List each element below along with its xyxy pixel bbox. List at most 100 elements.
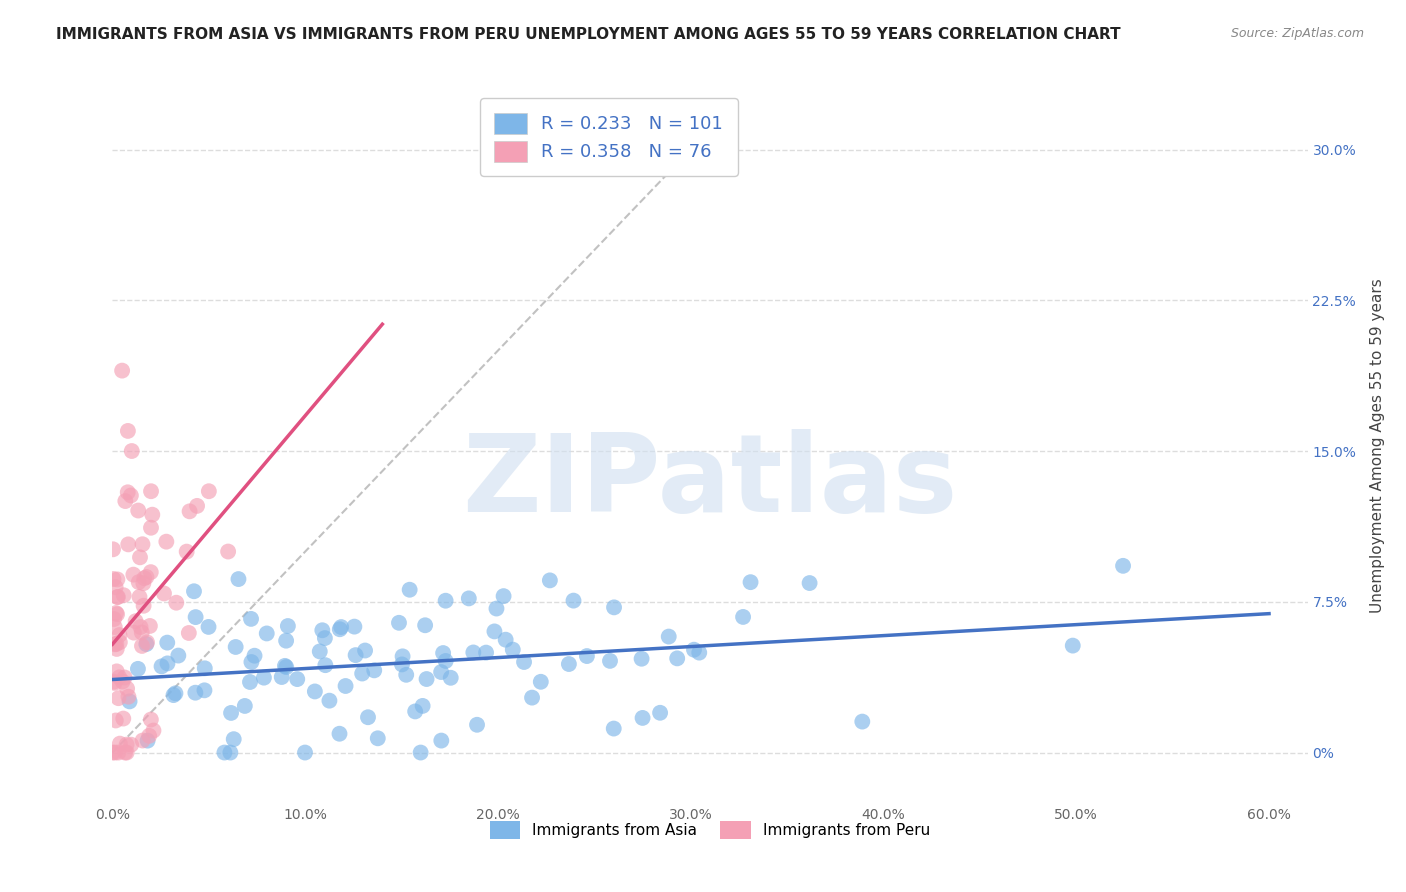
- Point: [277, 619, 299, 633]
- Point: [404, 705, 426, 719]
- Point: [328, 727, 350, 741]
- Point: [139, 619, 162, 633]
- Point: [115, 681, 138, 696]
- Point: [367, 731, 389, 746]
- Text: ZIPatlas: ZIPatlas: [463, 429, 957, 534]
- Point: [502, 642, 524, 657]
- Point: [184, 686, 207, 700]
- Point: [240, 655, 263, 669]
- Point: [276, 660, 298, 674]
- Point: [219, 746, 242, 760]
- Point: [108, 737, 131, 751]
- Point: [108, 628, 131, 642]
- Point: [112, 588, 135, 602]
- Point: [142, 723, 165, 738]
- Point: [391, 649, 413, 664]
- Point: [285, 672, 308, 686]
- Point: [104, 676, 127, 690]
- Point: [156, 657, 179, 671]
- Point: [344, 648, 367, 662]
- Point: [666, 651, 689, 665]
- Point: [111, 674, 134, 689]
- Point: [117, 690, 139, 704]
- Point: [799, 576, 821, 591]
- Point: [186, 499, 208, 513]
- Point: [131, 537, 153, 551]
- Point: [127, 503, 149, 517]
- Point: [318, 694, 340, 708]
- Point: [127, 662, 149, 676]
- Point: [118, 694, 141, 708]
- Point: [335, 679, 357, 693]
- Point: [256, 626, 278, 640]
- Point: [104, 637, 127, 651]
- Point: [105, 637, 128, 651]
- Point: [304, 684, 326, 698]
- Point: [101, 542, 124, 557]
- Point: [135, 570, 157, 584]
- Point: [430, 733, 453, 747]
- Point: [222, 732, 245, 747]
- Point: [311, 624, 333, 638]
- Point: [440, 671, 463, 685]
- Point: [513, 655, 536, 669]
- Point: [132, 599, 155, 613]
- Point: [851, 714, 873, 729]
- Point: [217, 544, 239, 558]
- Point: [104, 746, 127, 760]
- Point: [112, 712, 135, 726]
- Point: [603, 722, 626, 736]
- Point: [240, 612, 263, 626]
- Point: [274, 658, 297, 673]
- Point: [105, 607, 128, 622]
- Point: [165, 686, 187, 700]
- Point: [253, 671, 276, 685]
- Point: [413, 618, 436, 632]
- Point: [124, 614, 146, 628]
- Point: [135, 637, 157, 651]
- Point: [740, 575, 762, 590]
- Point: [122, 567, 145, 582]
- Point: [107, 590, 129, 604]
- Point: [107, 746, 129, 760]
- Point: [270, 670, 292, 684]
- Point: [658, 630, 681, 644]
- Point: [603, 600, 626, 615]
- Point: [136, 733, 159, 747]
- Point: [179, 504, 201, 518]
- Point: [122, 625, 145, 640]
- Point: [103, 572, 125, 586]
- Point: [391, 657, 413, 672]
- Point: [177, 626, 200, 640]
- Point: [631, 711, 654, 725]
- Point: [107, 691, 129, 706]
- Point: [104, 714, 127, 728]
- Point: [330, 620, 353, 634]
- Point: [314, 658, 336, 673]
- Point: [432, 646, 454, 660]
- Point: [415, 672, 437, 686]
- Point: [131, 733, 153, 747]
- Point: [214, 746, 236, 760]
- Point: [520, 690, 543, 705]
- Point: [167, 648, 190, 663]
- Point: [141, 508, 163, 522]
- Point: [108, 635, 131, 649]
- Point: [485, 601, 508, 615]
- Point: [139, 713, 162, 727]
- Point: [104, 580, 127, 594]
- Point: [308, 644, 330, 658]
- Point: [198, 484, 221, 499]
- Point: [733, 610, 755, 624]
- Point: [111, 363, 134, 377]
- Point: [412, 698, 434, 713]
- Point: [630, 651, 652, 665]
- Point: [176, 544, 198, 558]
- Point: [153, 586, 176, 600]
- Point: [225, 640, 247, 654]
- Point: [294, 746, 316, 760]
- Point: [409, 746, 432, 760]
- Point: [155, 534, 177, 549]
- Point: [105, 642, 128, 657]
- Point: [683, 642, 706, 657]
